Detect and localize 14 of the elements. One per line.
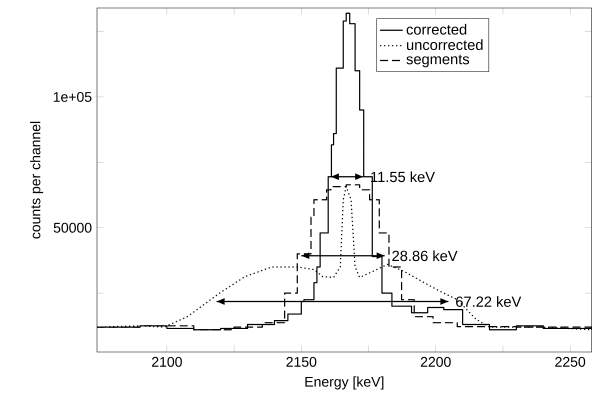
legend-label: segments [406, 54, 470, 68]
legend-label: corrected [406, 24, 466, 35]
y-tick-label: 50000 [54, 222, 92, 233]
x-tick-label: 2100 [152, 356, 182, 367]
annotation: 28.86 keV [392, 250, 458, 262]
x-tick-label: 2250 [555, 356, 586, 367]
x-axis-title: Energy [keV] [305, 376, 384, 390]
annotation: 67.22 keV [456, 296, 522, 307]
y-tick-label: 1e+05 [54, 92, 92, 102]
y-axis-title: counts per channel [30, 122, 44, 239]
x-tick-label: 2150 [286, 356, 316, 367]
annotation: 11.55 keV [371, 171, 435, 182]
x-tick-label: 2200 [420, 356, 451, 367]
legend-label: uncorrected [407, 39, 483, 50]
